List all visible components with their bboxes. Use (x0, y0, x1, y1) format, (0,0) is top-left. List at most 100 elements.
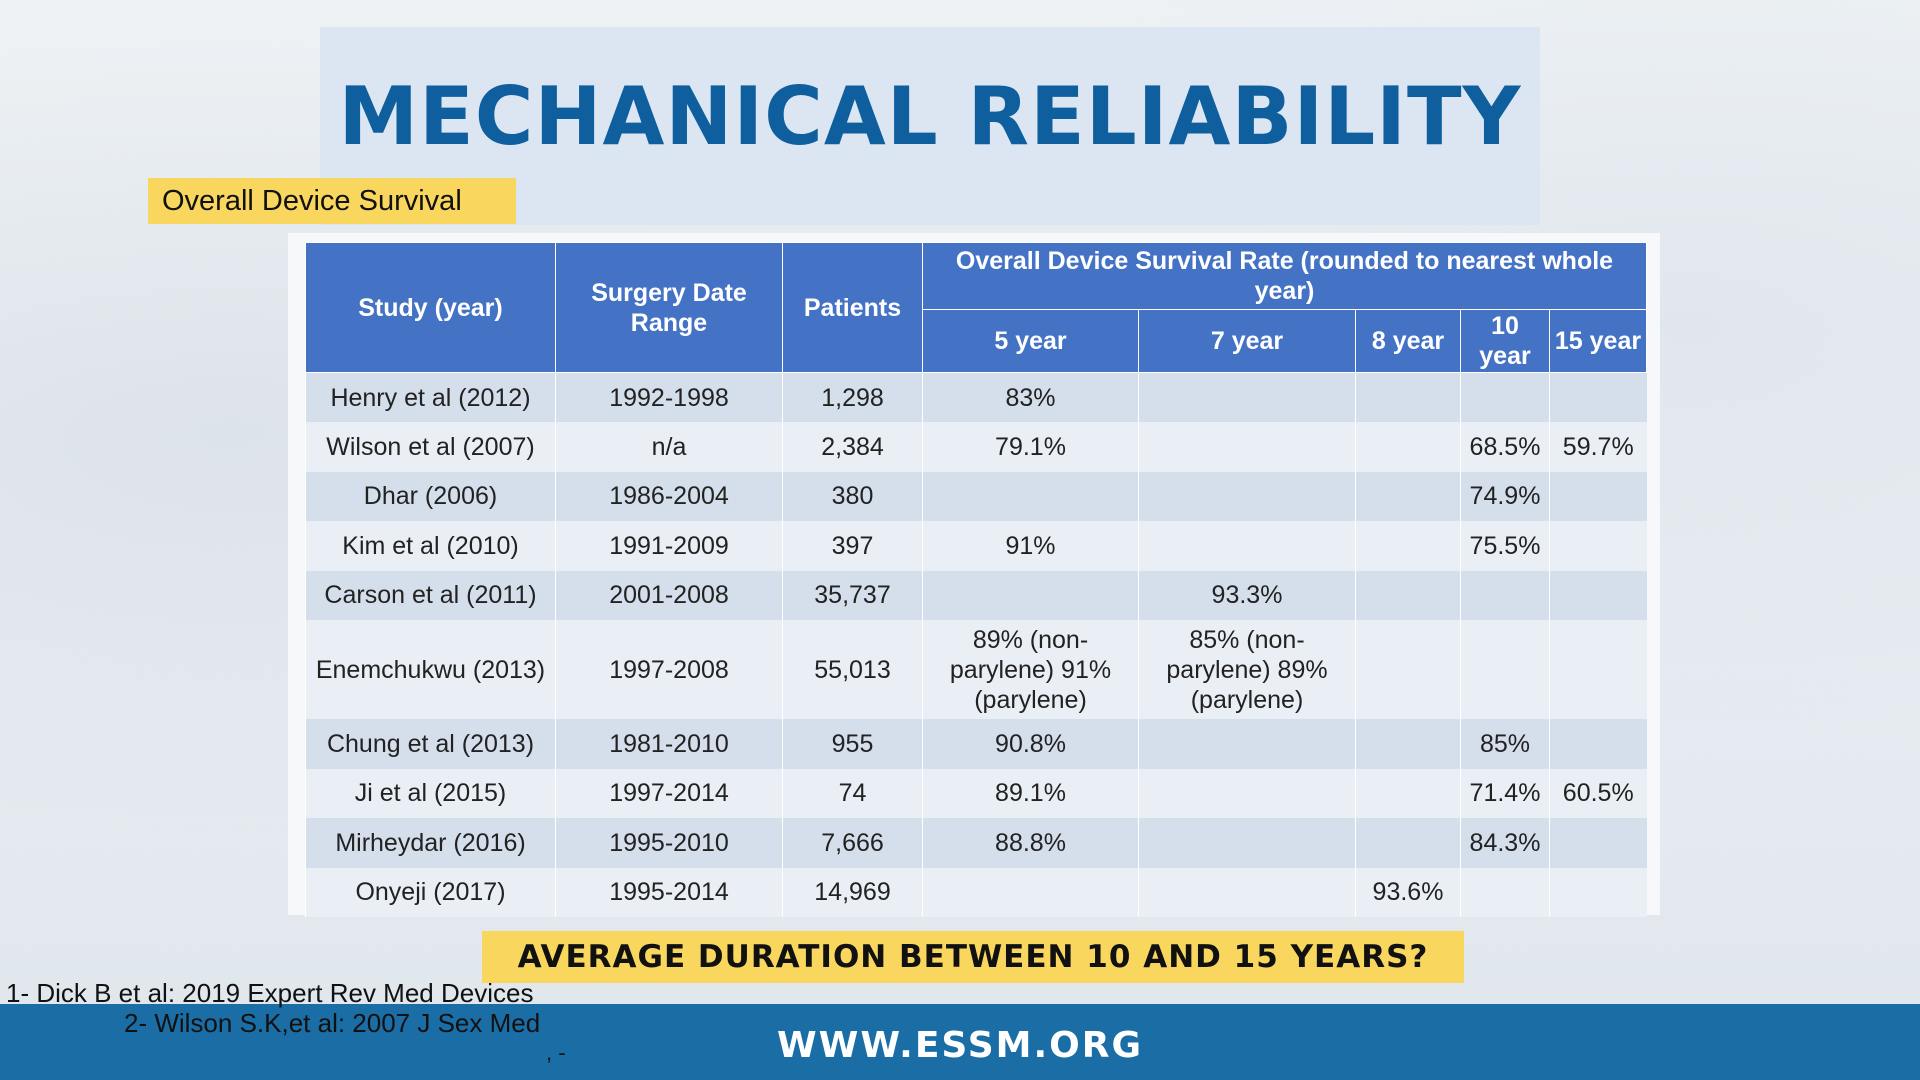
cell-patients: 2,384 (782, 422, 923, 472)
cell-8-year (1355, 521, 1461, 571)
cell-study: Dhar (2006) (305, 471, 556, 521)
cell-15-year: 60.5% (1549, 768, 1647, 818)
table-row: Dhar (2006) 1986-2004 380 74.9% (305, 471, 1647, 521)
cell-study: Onyeji (2017) (305, 867, 556, 917)
cell-date-range: n/a (555, 422, 783, 472)
cell-date-range: 1995-2010 (555, 818, 783, 868)
cell-date-range: 1997-2014 (555, 768, 783, 818)
cell-15-year: 59.7% (1549, 422, 1647, 472)
cell-patients: 7,666 (782, 818, 923, 868)
cell-5-year: 79.1% (922, 422, 1139, 472)
cell-7-year (1138, 867, 1356, 917)
cell-8-year (1355, 620, 1461, 719)
header-survival-rate: Overall Device Survival Rate (rounded to… (922, 242, 1647, 310)
cell-7-year: 85% (non-parylene) 89% (parylene) (1138, 620, 1356, 719)
header-patients: Patients (782, 242, 923, 373)
table-row: Carson et al (2011) 2001-2008 35,737 93.… (305, 570, 1647, 620)
cell-15-year (1549, 471, 1647, 521)
cell-study: Enemchukwu (2013) (305, 620, 556, 719)
reference-3: , - (546, 1040, 566, 1065)
cell-patients: 74 (782, 768, 923, 818)
cell-10-year: 71.4% (1460, 768, 1550, 818)
table-row: Henry et al (2012) 1992-1998 1,298 83% (305, 372, 1647, 422)
cell-15-year (1549, 818, 1647, 868)
cell-8-year: 93.6% (1355, 867, 1461, 917)
cell-5-year: 89% (non-parylene) 91% (parylene) (922, 620, 1139, 719)
cell-8-year (1355, 570, 1461, 620)
cell-15-year (1549, 867, 1647, 917)
cell-10-year: 74.9% (1460, 471, 1550, 521)
cell-patients: 380 (782, 471, 923, 521)
cell-date-range: 1997-2008 (555, 620, 783, 719)
cell-8-year (1355, 719, 1461, 769)
cell-10-year (1460, 620, 1550, 719)
slide-title: MECHANICAL RELIABILITY (338, 70, 1522, 163)
footer-url: WWW.ESSM.ORG (776, 1025, 1144, 1066)
cell-date-range: 1995-2014 (555, 867, 783, 917)
cell-8-year (1355, 372, 1461, 422)
cell-date-range: 1981-2010 (555, 719, 783, 769)
table-row: Wilson et al (2007) n/a 2,384 79.1% 68.5… (305, 422, 1647, 472)
table-row: Enemchukwu (2013) 1997-2008 55,013 89% (… (305, 620, 1647, 719)
cell-5-year: 83% (922, 372, 1139, 422)
table-row: Kim et al (2010) 1991-2009 397 91% 75.5% (305, 521, 1647, 571)
cell-8-year (1355, 471, 1461, 521)
cell-8-year (1355, 768, 1461, 818)
title-panel (320, 27, 1540, 225)
cell-5-year: 91% (922, 521, 1139, 571)
cell-15-year (1549, 372, 1647, 422)
cell-date-range: 1986-2004 (555, 471, 783, 521)
cell-7-year (1138, 719, 1356, 769)
cell-10-year (1460, 867, 1550, 917)
cell-patients: 397 (782, 521, 923, 571)
reference-2: 2- Wilson S.K,et al: 2007 J Sex Med (124, 1008, 541, 1038)
cell-10-year (1460, 372, 1550, 422)
header-date-range: Surgery Date Range (555, 242, 783, 373)
cell-5-year: 90.8% (922, 719, 1139, 769)
cell-15-year (1549, 521, 1647, 571)
cell-10-year: 85% (1460, 719, 1550, 769)
cell-15-year (1549, 719, 1647, 769)
question-banner: AVERAGE DURATION BETWEEN 10 AND 15 YEARS… (482, 931, 1464, 983)
cell-7-year (1138, 818, 1356, 868)
cell-patients: 14,969 (782, 867, 923, 917)
cell-5-year (922, 570, 1139, 620)
table-row: Onyeji (2017) 1995-2014 14,969 93.6% (305, 867, 1647, 917)
cell-10-year: 84.3% (1460, 818, 1550, 868)
cell-patients: 955 (782, 719, 923, 769)
cell-7-year (1138, 471, 1356, 521)
cell-date-range: 2001-2008 (555, 570, 783, 620)
cell-study: Chung et al (2013) (305, 719, 556, 769)
cell-15-year (1549, 570, 1647, 620)
cell-10-year: 75.5% (1460, 521, 1550, 571)
cell-study: Henry et al (2012) (305, 372, 556, 422)
cell-patients: 55,013 (782, 620, 923, 719)
header-8-year: 8 year (1355, 309, 1461, 373)
cell-study: Carson et al (2011) (305, 570, 556, 620)
cell-7-year (1138, 372, 1356, 422)
cell-10-year (1460, 570, 1550, 620)
cell-5-year: 89.1% (922, 768, 1139, 818)
footer-bar (0, 1004, 1920, 1080)
cell-7-year (1138, 422, 1356, 472)
reference-1: 1- Dick B et al: 2019 Expert Rev Med Dev… (6, 978, 534, 1008)
header-10-year: 10 year (1460, 309, 1550, 373)
header-study: Study (year) (305, 242, 556, 373)
cell-date-range: 1991-2009 (555, 521, 783, 571)
header-row-years: 5 year 7 year 8 year 10 year 15 year (306, 309, 1647, 373)
cell-5-year: 88.8% (922, 818, 1139, 868)
cell-study: Kim et al (2010) (305, 521, 556, 571)
cell-8-year (1355, 818, 1461, 868)
cell-patients: 1,298 (782, 372, 923, 422)
cell-15-year (1549, 620, 1647, 719)
header-5-year: 5 year (922, 309, 1139, 373)
cell-5-year (922, 471, 1139, 521)
cell-5-year (922, 867, 1139, 917)
subtitle-tag: Overall Device Survival (148, 178, 516, 224)
table-row: Mirheydar (2016) 1995-2010 7,666 88.8% 8… (305, 818, 1647, 868)
cell-date-range: 1992-1998 (555, 372, 783, 422)
cell-study: Wilson et al (2007) (305, 422, 556, 472)
table-row: Ji et al (2015) 1997-2014 74 89.1% 71.4%… (305, 768, 1647, 818)
cell-10-year: 68.5% (1460, 422, 1550, 472)
header-15-year: 15 year (1549, 309, 1647, 373)
